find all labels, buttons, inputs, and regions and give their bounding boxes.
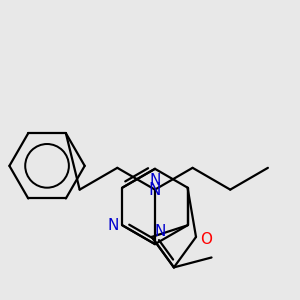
Text: N: N <box>108 218 119 233</box>
Text: N: N <box>155 224 166 239</box>
Text: N: N <box>149 173 161 188</box>
Text: O: O <box>200 232 212 247</box>
Text: N: N <box>149 181 161 199</box>
